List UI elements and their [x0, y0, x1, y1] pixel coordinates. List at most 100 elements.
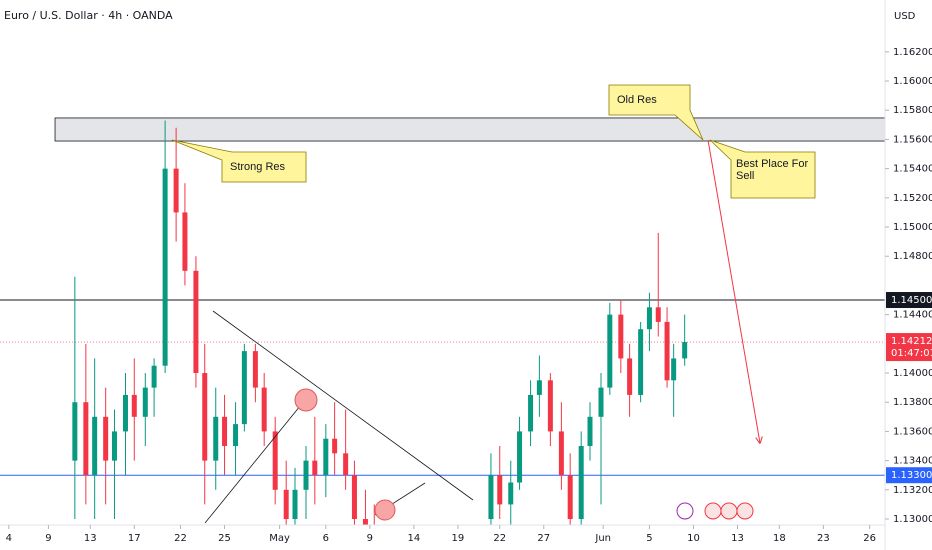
candle-body — [202, 373, 208, 461]
candle-body — [567, 475, 573, 520]
x-tick-label: 22 — [493, 533, 506, 544]
symbol-title: Euro / U.S. Dollar · 4h · OANDA — [4, 9, 173, 22]
candle-body — [578, 446, 584, 520]
x-tick-label: 22 — [174, 533, 187, 544]
candle-body — [488, 475, 494, 520]
annotation: Best Place For Sell — [736, 158, 809, 182]
candle-body — [142, 387, 148, 417]
y-tick-label: 1.16200 — [893, 47, 932, 58]
annotation: Strong Res — [230, 161, 286, 173]
candle-body — [558, 431, 564, 476]
x-tick-label: 23 — [817, 533, 830, 544]
x-tick-label: 4 — [6, 533, 12, 544]
x-tick-label: 9 — [45, 533, 51, 544]
currency: USD — [894, 11, 916, 22]
level-tag — [886, 292, 932, 309]
candle-body — [241, 351, 247, 425]
y-tick-label: 1.13800 — [893, 397, 932, 408]
last-price-label: 1.14212 — [891, 336, 932, 347]
x-tick-label: 25 — [218, 533, 231, 544]
candle-body — [92, 416, 98, 476]
y-tick-label: 1.16000 — [893, 76, 932, 87]
candle-body — [627, 358, 633, 395]
last-price-tag — [886, 333, 932, 362]
x-tick-label: 9 — [367, 533, 373, 544]
candle-body — [233, 424, 239, 447]
candle-body — [283, 489, 289, 520]
candle-body — [103, 416, 109, 461]
x-tick-label: 26 — [863, 533, 876, 544]
resistance-zone — [54, 117, 885, 142]
candle-body — [162, 168, 168, 366]
candle-body — [517, 431, 523, 483]
level-label: 1.14500 — [891, 295, 932, 306]
candle-body — [508, 482, 514, 505]
x-tick-label: 19 — [452, 533, 465, 544]
candle-body — [547, 380, 553, 432]
candle-body — [607, 314, 613, 388]
candle-body — [252, 351, 258, 388]
candle-body — [151, 365, 157, 388]
event-icons — [676, 502, 754, 520]
y-tick-label: 1.15600 — [893, 134, 932, 145]
candle-body — [72, 402, 78, 461]
candle-body — [618, 314, 624, 359]
candle-body — [193, 270, 199, 374]
x-tick-label: May — [269, 533, 290, 544]
x-tick-label: 13 — [84, 533, 97, 544]
candle-body — [682, 342, 688, 359]
y-tick-label: 1.13400 — [893, 456, 932, 467]
candle-body — [587, 416, 593, 447]
candle-body — [122, 394, 128, 432]
annotation: Old Res — [617, 94, 657, 106]
candle-body — [497, 475, 503, 505]
level-tag — [886, 467, 932, 484]
callout — [608, 84, 704, 141]
level-label: 1.13300 — [891, 470, 932, 481]
y-tick-label: 1.14800 — [893, 251, 932, 262]
x-tick-label: 13 — [731, 533, 744, 544]
candle-body — [222, 416, 228, 447]
callout — [171, 139, 307, 183]
candle-body — [312, 460, 318, 476]
candle-body — [272, 431, 278, 490]
y-tick-label: 1.13000 — [893, 514, 932, 525]
y-tick-label: 1.15400 — [893, 164, 932, 175]
candle-body — [131, 394, 137, 417]
candle-body — [362, 519, 368, 525]
y-tick-label: 1.13200 — [893, 485, 932, 496]
touch-circle — [294, 388, 318, 412]
candle-body — [536, 380, 542, 395]
candle-body — [598, 387, 604, 417]
candle-body — [664, 321, 670, 381]
callout — [709, 139, 816, 199]
candle-body — [83, 402, 89, 476]
y-tick-label: 1.15000 — [893, 222, 932, 233]
candle-body — [343, 453, 349, 476]
y-tick-label: 1.15800 — [893, 105, 932, 116]
x-tick-label: 18 — [773, 533, 786, 544]
annotation-box: Best Place For Sell — [736, 158, 809, 182]
x-tick-label: 5 — [646, 533, 652, 544]
candle-body — [303, 460, 309, 490]
x-tick-label: 14 — [408, 533, 421, 544]
countdown: 01:47:01 — [891, 348, 932, 359]
candle-body — [638, 329, 644, 395]
y-tick-label: 1.15200 — [893, 193, 932, 204]
candle-body — [332, 438, 338, 454]
candle-body — [261, 387, 267, 432]
candle-body — [671, 358, 677, 381]
x-tick-label: Jun — [594, 533, 611, 544]
candle-body — [528, 394, 534, 432]
candle-body — [323, 438, 329, 476]
candle-body — [182, 212, 188, 271]
sell-arrow — [707, 139, 760, 443]
candle-body — [111, 431, 117, 461]
candle-body — [173, 168, 179, 213]
x-tick-label: 6 — [323, 533, 329, 544]
candle-body — [213, 416, 219, 461]
candle-body — [646, 307, 652, 330]
touch-circle — [374, 499, 396, 521]
y-tick-label: 1.14000 — [893, 368, 932, 379]
